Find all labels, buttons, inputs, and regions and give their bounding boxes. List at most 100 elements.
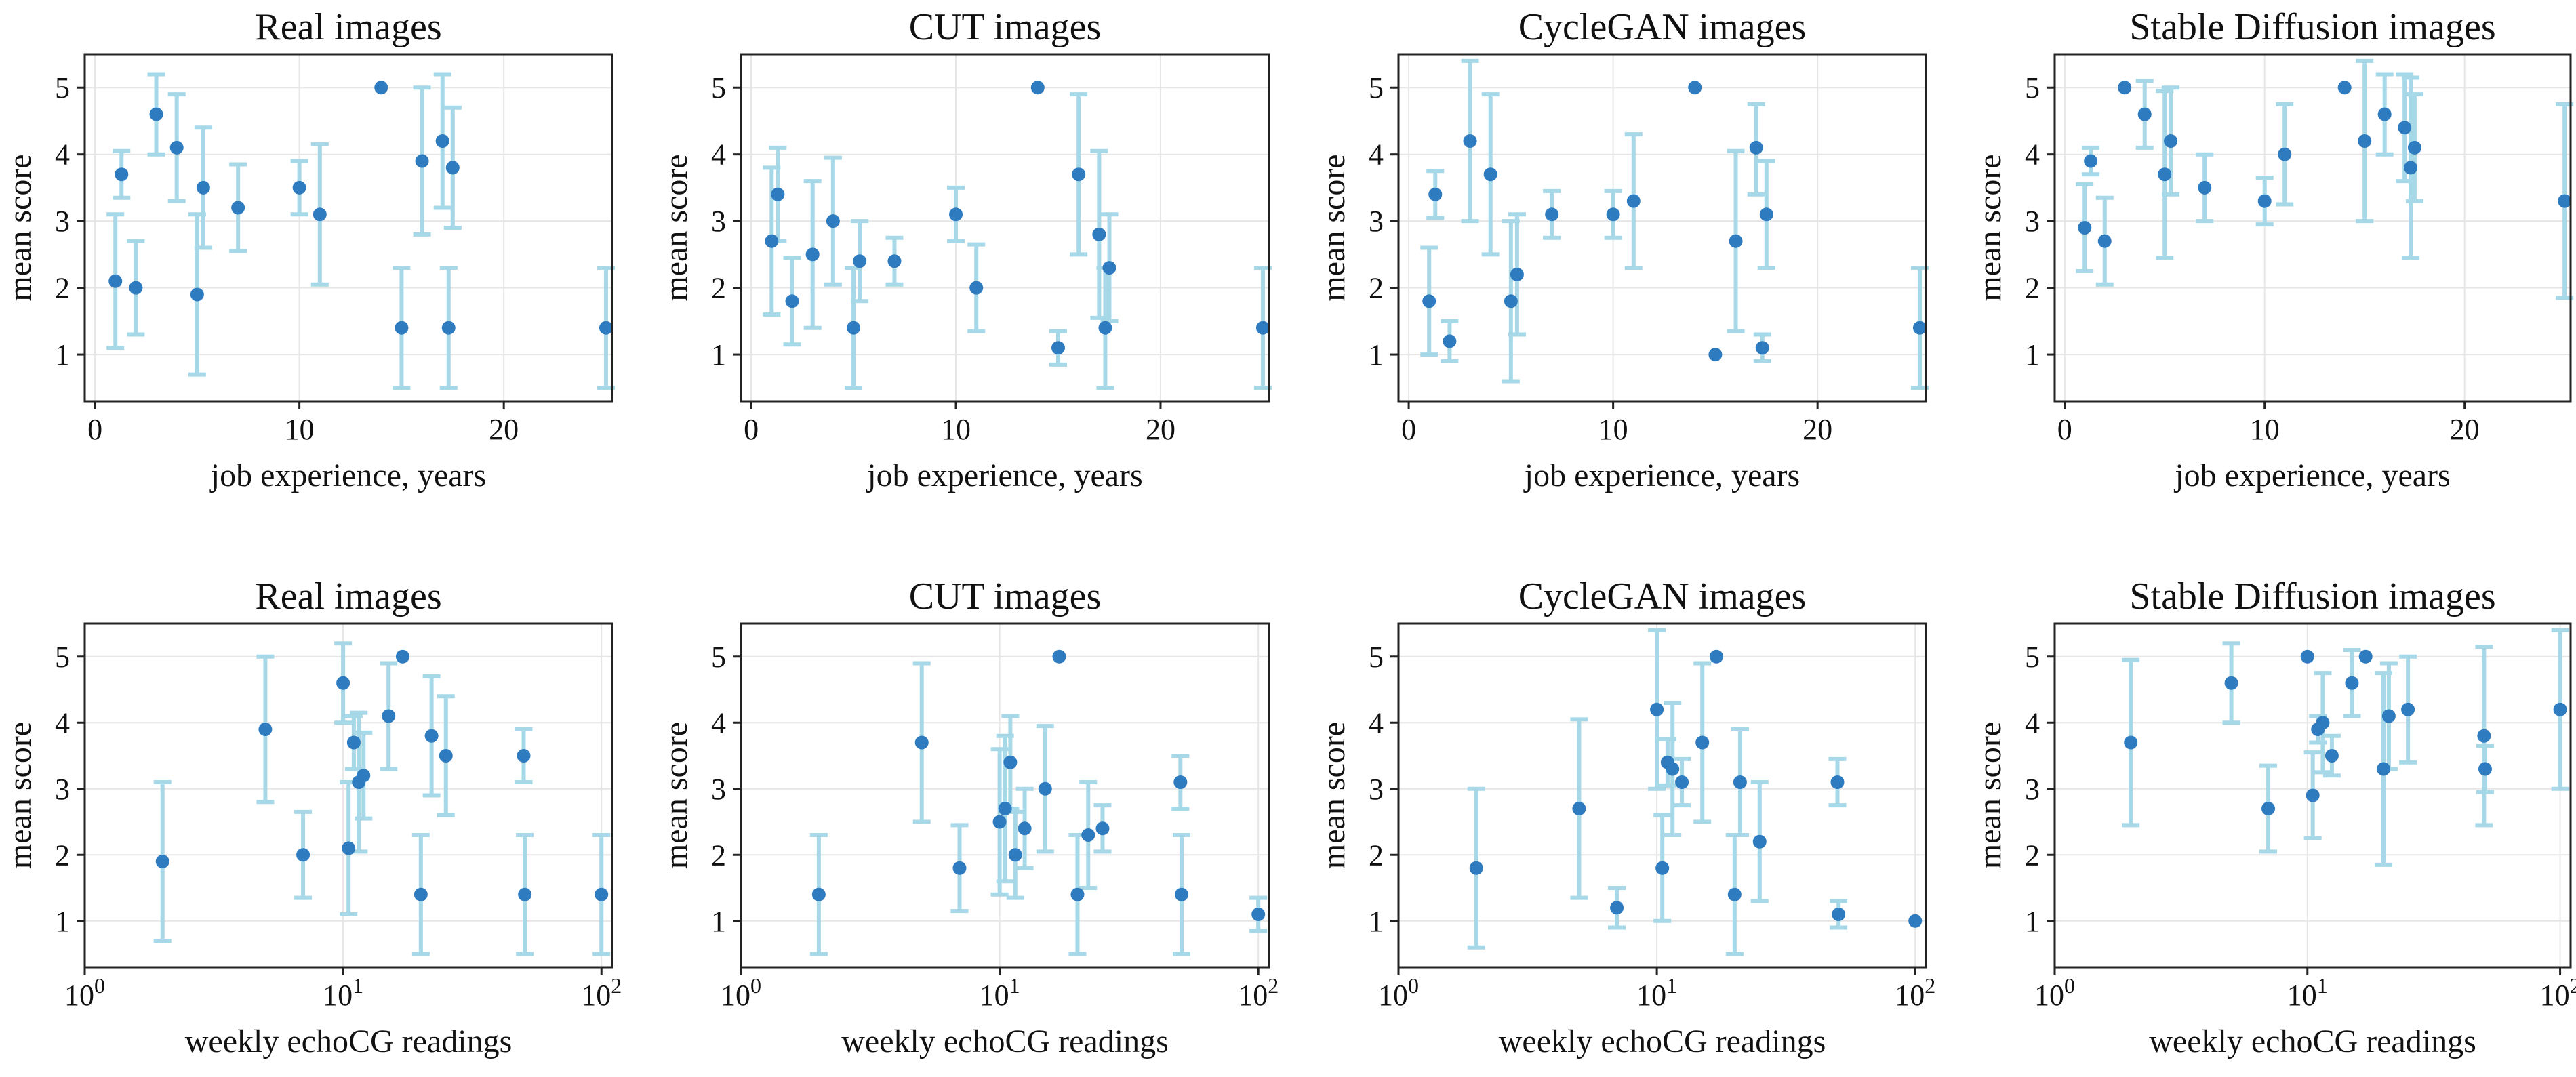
data-point	[336, 676, 350, 690]
data-point	[1675, 775, 1689, 789]
data-point	[2398, 121, 2412, 135]
data-point	[1695, 735, 1710, 750]
data-point	[2164, 134, 2178, 148]
data-point	[1102, 261, 1116, 275]
data-point	[2306, 788, 2320, 802]
data-point	[357, 769, 371, 783]
data-point	[2477, 729, 2491, 743]
y-axis-label: mean score	[1316, 722, 1352, 869]
data-point	[1095, 821, 1110, 836]
data-point	[439, 749, 453, 763]
y-tick-label: 4	[55, 706, 70, 739]
data-point	[765, 234, 779, 248]
y-tick-label: 5	[711, 641, 726, 674]
y-tick-label: 4	[2025, 706, 2040, 739]
x-tick-label: 0	[744, 413, 759, 446]
data-point	[952, 861, 967, 875]
data-point	[1749, 140, 1763, 155]
y-tick-label: 2	[55, 838, 70, 872]
x-tick-label: 102	[1238, 973, 1279, 1012]
data-point	[1072, 167, 1086, 182]
y-tick-label: 4	[1369, 706, 1384, 739]
data-point	[1912, 321, 1927, 335]
x-axis-label: weekly echoCG readings	[2149, 1023, 2476, 1059]
chart-title: CUT images	[909, 6, 1102, 48]
data-point	[2377, 762, 2391, 776]
y-tick-label: 5	[2025, 71, 2040, 104]
data-point	[2553, 702, 2567, 716]
y-axis-label: mean score	[658, 154, 694, 301]
data-point	[1092, 227, 1106, 241]
data-point	[382, 709, 396, 723]
y-tick-label: 2	[2025, 838, 2040, 872]
y-axis-label: mean score	[1316, 154, 1352, 301]
y-axis-label: mean score	[1972, 154, 2008, 301]
axes-frame	[2053, 53, 2572, 403]
data-point	[2337, 81, 2352, 95]
data-point	[1052, 649, 1066, 664]
y-tick-label: 1	[55, 338, 70, 371]
y-axis-label: mean score	[2, 722, 38, 869]
data-point	[1018, 821, 1032, 836]
data-point	[1173, 775, 1188, 789]
axes-frame	[1397, 622, 1927, 969]
data-point	[518, 887, 532, 901]
data-point	[1759, 207, 1773, 222]
data-point	[1752, 834, 1767, 849]
x-tick-label: 100	[1378, 973, 1419, 1012]
data-point	[2401, 702, 2415, 716]
data-point	[414, 887, 428, 901]
data-point	[2278, 147, 2292, 161]
y-tick-label: 2	[2025, 272, 2040, 305]
data-point	[231, 201, 245, 215]
data-point	[196, 180, 210, 195]
x-tick-label: 0	[87, 413, 102, 446]
data-point	[435, 134, 449, 148]
x-tick-label: 20	[2450, 413, 2480, 446]
data-point	[992, 815, 1007, 829]
data-point	[2224, 676, 2238, 690]
y-tick-label: 3	[711, 205, 726, 238]
y-tick-label: 2	[711, 838, 726, 872]
chart-title: Real images	[255, 575, 441, 617]
data-point	[395, 649, 409, 664]
y-tick-label: 3	[1369, 205, 1384, 238]
data-point	[1729, 234, 1743, 248]
data-point	[853, 254, 867, 268]
data-point	[2137, 107, 2152, 121]
x-tick-label: 100	[721, 973, 761, 1012]
axes-frame	[2053, 622, 2572, 969]
data-point	[2198, 180, 2212, 195]
chart-panel-4: Stable Diffusion images 0 10 20 1 2 3 4 5 job exp…	[1972, 6, 2574, 493]
data-point	[2261, 802, 2276, 815]
data-point	[1070, 887, 1085, 901]
data-point	[342, 841, 356, 855]
chart-panel-7: CycleGAN images 100 101 102 1 2 3 4 5 weekly echo…	[1316, 575, 1935, 1059]
y-axis-label: mean score	[658, 722, 694, 869]
data-point	[1908, 914, 1923, 928]
data-point	[1038, 781, 1052, 796]
x-tick-label: 101	[2287, 973, 2328, 1012]
data-point	[1463, 134, 1477, 148]
data-point	[847, 321, 861, 335]
data-point	[2097, 234, 2112, 248]
data-point	[1051, 341, 1066, 355]
data-point	[1422, 294, 1436, 308]
y-tick-label: 4	[55, 138, 70, 171]
data-point	[1606, 207, 1620, 222]
data-point	[1510, 267, 1524, 281]
data-point	[1733, 775, 1747, 789]
data-point	[914, 735, 929, 750]
data-point	[1655, 861, 1670, 875]
chart-panel-8: Stable Diffusion images 100 101 102 1 2 3 4 5 wee…	[1972, 575, 2576, 1059]
x-tick-label: 10	[2250, 413, 2280, 446]
data-point	[1251, 908, 1266, 921]
data-point	[1727, 887, 1742, 901]
axes-frame	[83, 53, 613, 403]
data-point	[415, 154, 429, 168]
y-tick-label: 1	[1369, 338, 1384, 371]
data-point	[292, 180, 306, 195]
y-tick-label: 1	[711, 338, 726, 371]
data-point	[2124, 735, 2138, 750]
y-tick-label: 3	[55, 205, 70, 238]
